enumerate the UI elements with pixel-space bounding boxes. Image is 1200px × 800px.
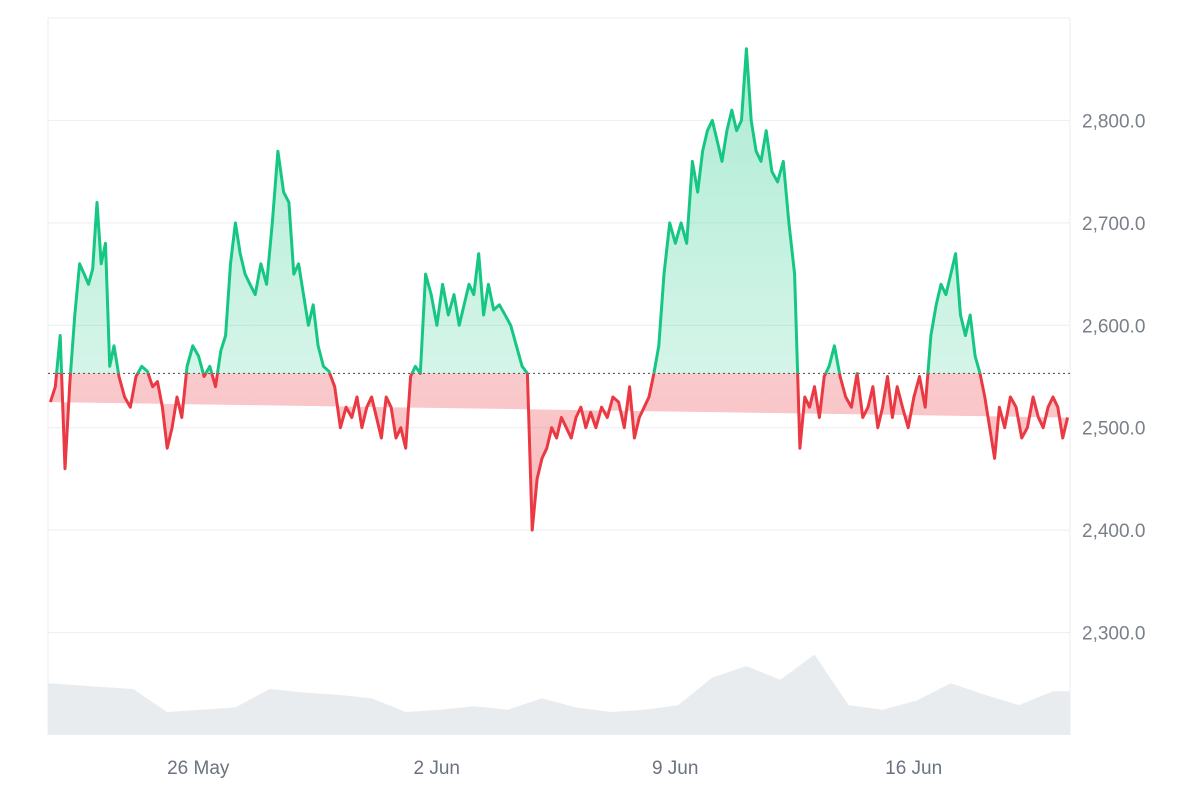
y-axis-ticks: 2,300.0 2,400.0 2,500.0 2,600.0 2,700.0 2,800… — [1082, 111, 1145, 644]
volume-area — [48, 654, 1070, 735]
x-tick-label: 9 Jun — [652, 758, 698, 779]
y-tick-label: 2,500.0 — [1082, 419, 1145, 440]
x-tick-label: 2 Jun — [413, 758, 459, 779]
y-tick-label: 2,400.0 — [1082, 521, 1145, 542]
price-line-below — [48, 373, 1070, 532]
price-area-fills — [50, 48, 1068, 531]
x-axis-ticks: 26 May 2 Jun 9 Jun 16 Jun — [167, 758, 942, 779]
y-tick-label: 2,700.0 — [1082, 214, 1145, 235]
y-tick-label: 2,300.0 — [1082, 624, 1145, 645]
area-below-baseline — [50, 373, 1068, 531]
y-tick-label: 2,600.0 — [1082, 316, 1145, 337]
x-tick-label: 26 May — [167, 758, 230, 779]
y-tick-label: 2,800.0 — [1082, 111, 1145, 132]
price-line — [48, 47, 1070, 532]
volume-shape — [48, 654, 1070, 735]
x-tick-label: 16 Jun — [885, 758, 942, 779]
area-above-baseline — [56, 48, 981, 374]
